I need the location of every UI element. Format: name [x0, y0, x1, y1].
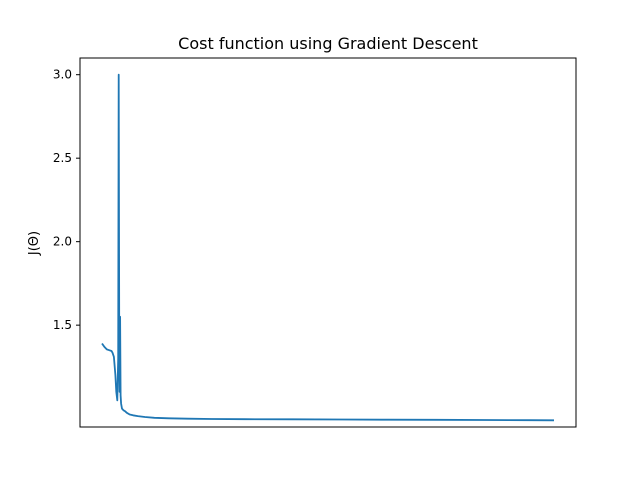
y-tick-label: 3.0 [53, 68, 72, 82]
y-tick-label: 1.5 [53, 318, 72, 332]
y-tick-label: 2.5 [53, 151, 72, 165]
y-tick-label: 2.0 [53, 235, 72, 249]
y-axis-ticks: 1.5 2.0 2.5 3.0 [53, 68, 80, 332]
plot-area [101, 73, 555, 422]
chart-title: Cost function using Gradient Descent [178, 34, 478, 53]
axes-frame [79, 57, 577, 428]
y-axis-label: J(Θ) [27, 231, 42, 256]
series-line [101, 73, 555, 422]
